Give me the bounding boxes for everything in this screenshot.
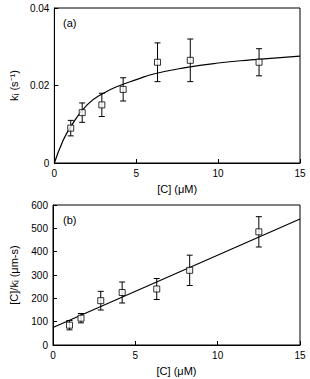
svg-text:400: 400 bbox=[31, 246, 48, 257]
svg-text:[C]/kᵢ (μm-s): [C]/kᵢ (μm-s) bbox=[8, 245, 20, 304]
svg-text:0: 0 bbox=[50, 350, 56, 361]
svg-text:[C] (μM): [C] (μM) bbox=[157, 365, 197, 377]
svg-text:kᵢ (s⁻¹): kᵢ (s⁻¹) bbox=[8, 70, 20, 101]
svg-text:0.04: 0.04 bbox=[30, 3, 50, 14]
svg-text:300: 300 bbox=[31, 270, 48, 281]
svg-text:15: 15 bbox=[294, 168, 306, 179]
svg-text:600: 600 bbox=[31, 200, 48, 211]
svg-text:10: 10 bbox=[212, 350, 224, 361]
svg-text:(b): (b) bbox=[63, 214, 76, 226]
svg-text:[C] (μM): [C] (μM) bbox=[157, 183, 197, 195]
svg-text:0: 0 bbox=[52, 168, 58, 179]
svg-text:15: 15 bbox=[294, 350, 306, 361]
svg-text:10: 10 bbox=[213, 168, 225, 179]
svg-text:0.02: 0.02 bbox=[30, 80, 50, 91]
svg-text:0: 0 bbox=[44, 158, 50, 169]
svg-text:0: 0 bbox=[42, 340, 48, 351]
svg-text:(a): (a) bbox=[63, 17, 76, 29]
svg-text:5: 5 bbox=[133, 168, 139, 179]
svg-text:100: 100 bbox=[31, 316, 48, 327]
svg-text:500: 500 bbox=[31, 223, 48, 234]
svg-text:200: 200 bbox=[31, 293, 48, 304]
svg-text:5: 5 bbox=[133, 350, 139, 361]
